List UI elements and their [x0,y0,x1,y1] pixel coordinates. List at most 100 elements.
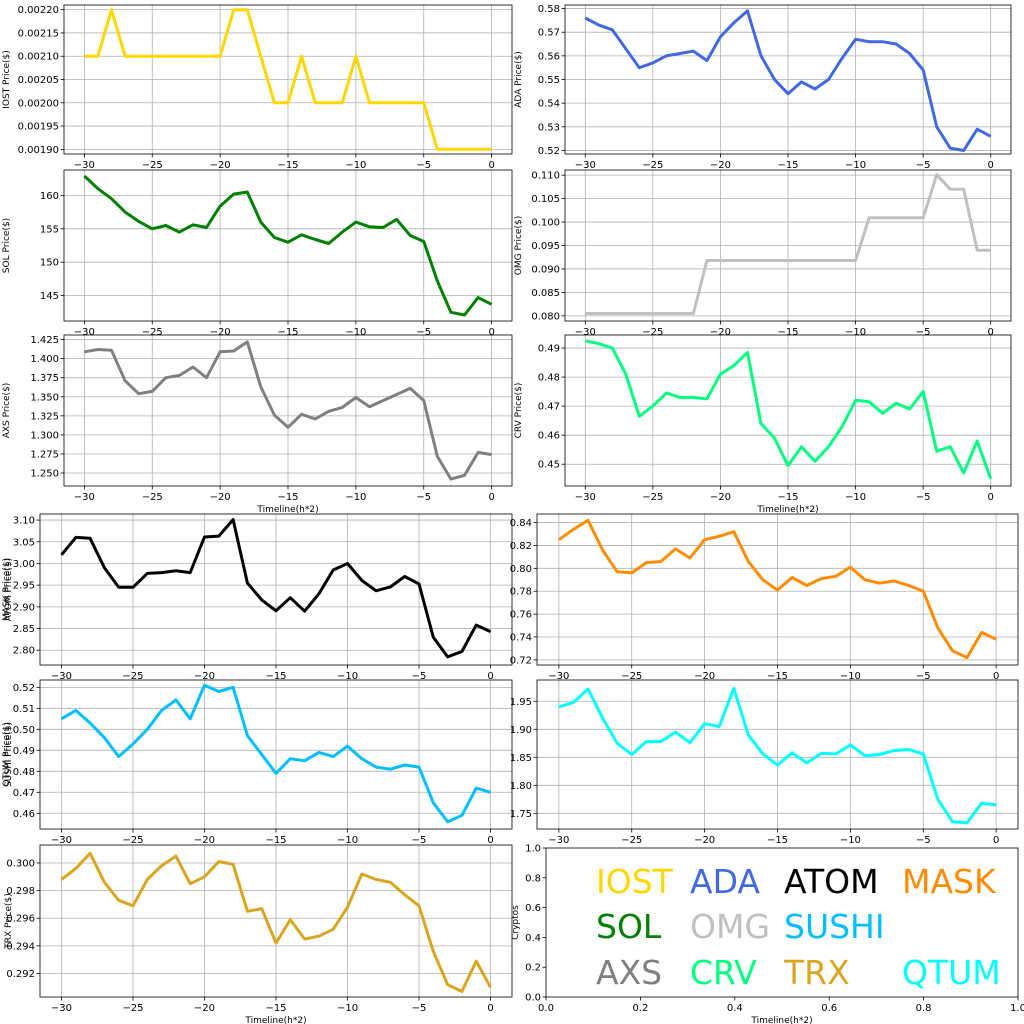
series-line-mask-price [558,518,997,660]
x-tick-label: 0 [988,492,994,503]
axes-frame [39,513,513,666]
x-tick-label: −25 [642,327,663,338]
y-tick-label: 1.300 [30,430,59,441]
y-tick-label: 0.47 [13,788,35,799]
x-tick-label: −10 [345,492,366,503]
x-tick-label: −15 [777,492,798,503]
x-tick-label: −20 [210,327,231,338]
y-tick-label: 0.292 [6,969,35,980]
x-tick-label: −5 [916,492,931,503]
x-tick-label: −30 [575,160,596,171]
x-tick-label: −30 [51,1003,72,1014]
y-tick-label: 1.0 [525,844,541,855]
x-tick-label: −15 [265,1003,286,1014]
x-axis-label: Timeline(h*2) [750,1016,812,1024]
x-tick-label: −20 [710,160,731,171]
x-tick-label: −20 [694,835,715,846]
y-tick-label: 0.50 [13,725,35,736]
x-tick-label: −15 [777,327,798,338]
y-tick-label: 1.80 [510,781,532,792]
y-tick-label: 0.48 [538,373,560,384]
x-tick-label: −10 [337,671,358,682]
axes-frame [63,4,513,155]
chart-panel-atom-price: −30 −25 −20 −15 −10 −5 0 2.80 2.85 2.90 2.95 3.00 3.… [4,513,513,682]
y-tick-label: 0.100 [531,218,560,229]
y-tick-label: 0.45 [538,460,560,471]
axes-frame [536,513,1019,666]
y-tick-label: 0.8 [525,873,541,884]
x-tick-label: −10 [840,671,861,682]
x-tick-label: −20 [210,492,231,503]
x-tick-label: 1.0 [1010,1003,1024,1014]
y-axis-label: TRX Price($) [4,893,14,949]
x-tick-label: 0 [487,1003,493,1014]
y-tick-label: 0.298 [6,886,35,897]
chart-panel-qtum-price: −30 −25 −20 −15 −10 −5 0 1.75 1.80 1.85 1.90 1.95 QT… [2,679,1019,846]
y-tick-label: 0.80 [510,564,532,575]
y-tick-label: 160 [40,191,59,202]
x-tick-label: −30 [74,492,95,503]
y-tick-label: 0.48 [13,767,35,778]
x-axis-label: Timeline(h*2) [256,505,318,515]
x-tick-label: 0 [488,160,494,171]
y-tick-label: 0.49 [538,344,560,355]
y-tick-label: 0.294 [6,941,35,952]
y-tick-label: 1.75 [510,809,532,820]
x-tick-label: −5 [412,835,427,846]
y-axis-label: CRV Price($) [514,383,524,439]
y-tick-label: 0.76 [510,610,532,621]
x-tick-label: −30 [548,671,569,682]
legend-entry-iost: IOST [596,862,674,901]
y-axis-label: ATOM Price($) [4,558,14,621]
y-tick-label: 0.00220 [18,5,59,16]
x-tick-label: −30 [51,671,72,682]
chart-panel-mask-price: −30 −25 −20 −15 −10 −5 0 0.72 0.74 0.76 0.78 0.80 0.… [2,513,1019,682]
x-tick-label: −5 [916,327,931,338]
legend-entry-trx: TRX [783,953,850,992]
y-axis-label: Cryptos [511,905,521,940]
y-tick-label: 0.53 [538,122,560,133]
x-tick-label: 0 [988,327,994,338]
x-tick-label: 0.8 [916,1003,932,1014]
chart-panel-crv-price: −30 −25 −20 −15 −10 −5 0 0.45 0.46 0.47 0.48 0.49 CR… [514,334,1012,515]
legend-entry-mask: MASK [902,862,997,901]
y-tick-label: 0.58 [538,4,560,15]
x-tick-label: −10 [845,327,866,338]
legend-entry-ada: ADA [690,862,760,901]
x-tick-label: −25 [122,671,143,682]
y-tick-label: 0.51 [13,704,35,715]
y-tick-label: 0.46 [13,809,35,820]
y-tick-label: 0.00200 [18,98,59,109]
x-tick-label: −20 [694,671,715,682]
x-tick-label: −20 [194,671,215,682]
y-tick-label: 145 [40,291,59,302]
x-tick-label: 0.4 [727,1003,743,1014]
legend-entry-omg: OMG [690,907,770,946]
chart-panel-sol-price: −30 −25 −20 −15 −10 −5 0 145 150 155 160 SOL Price(… [2,169,513,338]
y-tick-label: 1.250 [30,469,59,480]
y-axis-label: QTUM Price($) [2,722,12,787]
x-tick-label: −5 [416,327,431,338]
x-tick-label: −30 [51,835,72,846]
y-tick-label: 3.05 [13,537,35,548]
x-tick-label: −10 [337,1003,358,1014]
y-tick-label: 0.84 [510,518,532,529]
x-tick-label: 0 [988,160,994,171]
x-tick-label: −30 [74,327,95,338]
axes-frame [564,334,1012,487]
y-tick-label: 0.300 [6,858,35,869]
y-tick-label: 0.72 [510,655,532,666]
y-tick-label: 0.0 [525,993,541,1004]
x-tick-label: −15 [277,492,298,503]
y-tick-label: 0.55 [538,75,560,86]
x-tick-label: −5 [916,671,931,682]
x-tick-label: −5 [916,160,931,171]
y-axis-label: SUSHI Price($) [4,722,14,787]
x-tick-label: −5 [416,160,431,171]
legend-frame [545,847,1019,998]
x-tick-label: −15 [767,835,788,846]
x-tick-label: −25 [142,492,163,503]
x-tick-label: −15 [265,671,286,682]
y-axis-label: IOST Price($) [2,50,12,109]
x-tick-label: −15 [277,160,298,171]
